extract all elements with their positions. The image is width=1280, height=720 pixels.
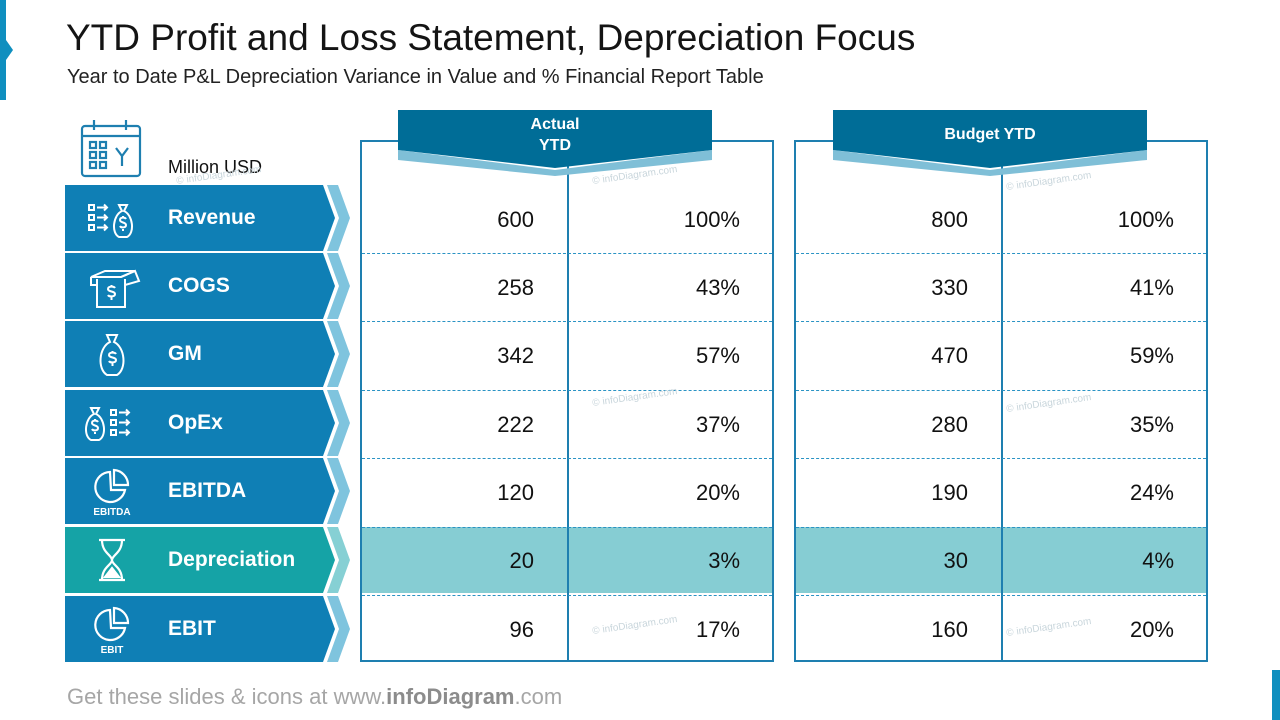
page-title: YTD Profit and Loss Statement, Depreciat…: [66, 17, 916, 58]
row-separator: [362, 321, 772, 322]
row-separator: [796, 595, 1206, 596]
budget-pct-cogs: 41%: [1129, 275, 1174, 300]
accent-marker: [6, 40, 13, 60]
budget-value-opex: 280: [931, 412, 968, 437]
row-separator: [796, 253, 1206, 254]
icon-caption: EBIT: [100, 645, 124, 656]
unit-label: Million USD: [168, 157, 263, 177]
actual-value-gm: 342: [497, 343, 534, 368]
actual-pct-ebitda: 20%: [695, 480, 740, 505]
actual-pct-opex: 37%: [695, 412, 740, 437]
row-label-revenue: Revenue: [65, 185, 350, 251]
actual-header-line1: Actual: [530, 116, 580, 133]
row-label-text: Depreciation: [168, 548, 296, 571]
budget-pct-revenue: 100%: [1117, 207, 1174, 232]
icon-caption: EBITDA: [93, 507, 131, 518]
row-label-text: EBITDA: [168, 479, 247, 502]
row-label-text: GM: [168, 342, 202, 365]
accent-bar: [0, 0, 6, 100]
row-separator: [362, 390, 772, 391]
box-dollar-icon: [90, 269, 141, 308]
actual-header-line2: YTD: [539, 137, 571, 154]
footer-credit: Get these slides & icons at www.infoDiag…: [67, 684, 562, 710]
actual-value-ebit: 96: [509, 617, 534, 642]
budget-value-ebit: 160: [931, 617, 968, 642]
row-label-cogs: COGS: [65, 253, 350, 319]
row-separator: [362, 595, 772, 596]
row-label-ebit: EBIT EBIT: [65, 596, 350, 662]
row-label-depreciation: Depreciation: [65, 527, 350, 593]
row-separator: [796, 321, 1206, 322]
row-separator: [362, 527, 772, 528]
row-label-text: OpEx: [168, 411, 223, 434]
row-label-text: EBIT: [168, 617, 216, 640]
calendar-icon: [80, 120, 142, 178]
money-bag-arrows-icon: [88, 203, 133, 238]
footer-suffix: .com: [514, 684, 563, 709]
row-label-ebitda: EBITDA EBITDA: [65, 458, 350, 524]
hourglass-icon: [99, 538, 125, 582]
page-subtitle: Year to Date P&L Depreciation Variance i…: [67, 66, 764, 88]
actual-ytd-panel: © infoDiagram.com © infoDiagram.com © in…: [360, 140, 774, 662]
budget-value-ebitda: 190: [931, 480, 968, 505]
row-separator: [362, 458, 772, 459]
money-bag-icon: [99, 334, 125, 376]
actual-pct-cogs: 43%: [695, 275, 740, 300]
actual-value-cogs: 258: [497, 275, 534, 300]
row-label-opex: OpEx: [65, 390, 350, 456]
budget-pct-opex: 35%: [1129, 412, 1174, 437]
actual-pct-ebit: 17%: [695, 617, 740, 642]
money-bag-arrows-icon: [85, 407, 131, 441]
budget-pct-depreciation: 4%: [1142, 548, 1174, 573]
footer-prefix: Get these slides & icons at www.: [67, 684, 387, 709]
actual-pct-depreciation: 3%: [708, 548, 740, 573]
column-divider: [1001, 142, 1003, 660]
row-label-text: Revenue: [168, 206, 256, 229]
actual-value-opex: 222: [497, 412, 534, 437]
actual-pct-gm: 57%: [695, 343, 740, 368]
pie-chart-icon: [94, 468, 130, 504]
row-separator: [362, 253, 772, 254]
row-label-gm: GM: [65, 321, 350, 387]
actual-value-depreciation: 20: [509, 548, 534, 573]
row-label-text: COGS: [168, 274, 230, 297]
actual-value-revenue: 600: [497, 207, 534, 232]
actual-ytd-header: Actual YTD: [398, 110, 712, 176]
budget-value-revenue: 800: [931, 207, 968, 232]
budget-header-label: Budget YTD: [944, 126, 1036, 143]
actual-pct-revenue: 100%: [683, 207, 740, 232]
row-separator: [796, 458, 1206, 459]
footer-brand: infoDiagram: [386, 684, 515, 709]
budget-pct-ebitda: 24%: [1129, 480, 1174, 505]
budget-pct-gm: 59%: [1129, 343, 1174, 368]
budget-pct-ebit: 20%: [1129, 617, 1174, 642]
budget-ytd-header: Budget YTD: [833, 110, 1147, 176]
column-divider: [567, 142, 569, 660]
budget-value-cogs: 330: [931, 275, 968, 300]
budget-value-depreciation: 30: [943, 548, 968, 573]
accent-corner: [1272, 670, 1280, 720]
row-separator: [796, 390, 1206, 391]
row-separator: [796, 527, 1206, 528]
pie-chart-icon: [94, 606, 130, 642]
actual-value-ebitda: 120: [497, 480, 534, 505]
budget-ytd-panel: © infoDiagram.com © infoDiagram.com © in…: [794, 140, 1208, 662]
budget-value-gm: 470: [931, 343, 968, 368]
